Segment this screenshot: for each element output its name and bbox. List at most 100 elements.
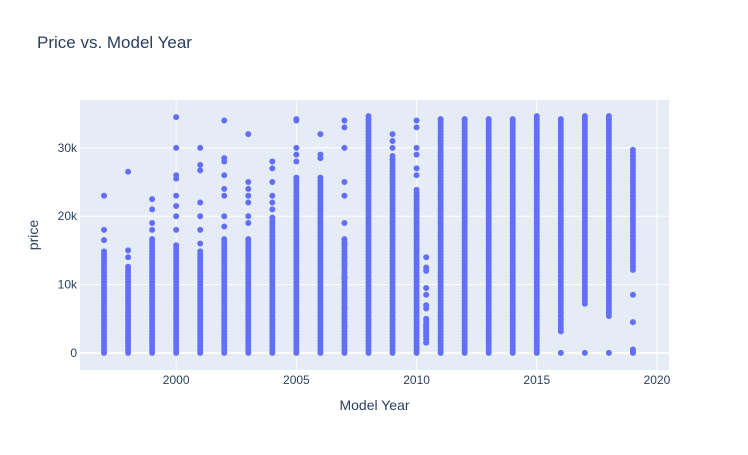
scatter-point: [437, 116, 444, 123]
scatter-point: [245, 192, 252, 199]
scatter-point: [413, 117, 420, 124]
x-axis-title: Model Year: [339, 397, 409, 413]
scatter-point: [341, 117, 348, 124]
scatter-point: [125, 254, 132, 261]
scatter-point: [221, 158, 228, 165]
scatter-point: [149, 226, 156, 233]
scatter-point: [269, 179, 276, 186]
x-tick-label: 2020: [644, 373, 671, 387]
scatter-point: [423, 284, 430, 291]
scatter-point: [173, 213, 180, 220]
scatter-point: [197, 248, 204, 255]
scatter-point: [341, 144, 348, 151]
scatter-point: [629, 348, 636, 355]
scatter-point: [245, 199, 252, 206]
scatter-point: [101, 237, 108, 244]
scatter-point: [557, 116, 564, 123]
y-tick-label: 30k: [58, 141, 78, 155]
scatter-point: [341, 288, 348, 295]
scatter-point: [341, 192, 348, 199]
scatter-point: [341, 220, 348, 227]
scatter-point: [221, 117, 228, 124]
scatter-point: [389, 138, 396, 145]
scatter-point: [533, 113, 540, 120]
y-tick-label: 10k: [58, 278, 78, 292]
scatter-point: [605, 113, 612, 120]
scatter-point: [221, 192, 228, 199]
scatter-point: [341, 322, 348, 329]
scatter-point: [341, 305, 348, 312]
scatter-point: [413, 165, 420, 172]
scatter-point: [293, 174, 300, 181]
scatter-point: [173, 242, 180, 249]
x-tick-label: 2000: [163, 373, 190, 387]
scatter-point: [629, 146, 636, 153]
scatter-point: [423, 305, 430, 312]
scatter-point: [605, 349, 612, 356]
scatter-point: [413, 172, 420, 179]
scatter-point: [461, 116, 468, 123]
chart-title: Price vs. Model Year: [37, 33, 192, 52]
scatter-point: [197, 213, 204, 220]
scatter-point: [101, 226, 108, 233]
scatter-point: [293, 117, 300, 124]
scatter-point: [423, 291, 430, 298]
scatter-point: [269, 199, 276, 206]
scatter-point: [341, 124, 348, 131]
scatter-point: [245, 131, 252, 138]
scatter-point: [245, 220, 252, 227]
scatter-point: [341, 240, 348, 247]
scatter-point: [125, 247, 132, 254]
scatter-point: [293, 158, 300, 165]
scatter-point: [197, 167, 204, 174]
scatter-point: [125, 168, 132, 175]
scatter-point: [125, 263, 132, 270]
scatter-point: [341, 236, 348, 243]
y-tick-label: 0: [70, 346, 77, 360]
scatter-point: [173, 175, 180, 182]
scatter-point: [149, 206, 156, 213]
scatter-point: [485, 116, 492, 123]
scatter-point: [413, 124, 420, 131]
scatter-point: [293, 144, 300, 151]
scatter-point: [557, 349, 564, 356]
scatter-point: [317, 131, 324, 138]
scatter-point: [173, 114, 180, 121]
scatter-point: [629, 319, 636, 326]
scatter-point: [389, 153, 396, 160]
scatter-point: [269, 206, 276, 213]
scatter-point: [173, 144, 180, 151]
scatter-point: [149, 220, 156, 227]
plot-area: [80, 100, 669, 370]
scatter-point: [581, 349, 588, 356]
scatter-point: [341, 295, 348, 302]
scatter-point: [365, 113, 372, 120]
scatter-point: [221, 236, 228, 243]
scatter-point: [317, 155, 324, 162]
scatter-point: [341, 179, 348, 186]
scatter-point: [221, 213, 228, 220]
scatter-point: [413, 144, 420, 151]
scatter-point: [629, 291, 636, 298]
scatter-point: [245, 236, 252, 243]
scatter-point: [389, 131, 396, 138]
y-axis-title: price: [25, 220, 41, 251]
scatter-point: [149, 236, 156, 243]
scatter-point: [173, 202, 180, 209]
scatter-point: [197, 240, 204, 247]
scatter-point: [245, 213, 252, 220]
y-tick-label: 20k: [58, 209, 78, 223]
scatter-point: [221, 223, 228, 230]
scatter-point: [293, 151, 300, 158]
scatter-point: [221, 185, 228, 192]
scatter-point: [269, 214, 276, 221]
scatter-point: [389, 144, 396, 151]
scatter-point: [101, 248, 108, 255]
x-tick-label: 2005: [283, 373, 310, 387]
scatter-point: [197, 226, 204, 233]
scatter-point: [197, 161, 204, 168]
scatter-point: [423, 254, 430, 261]
scatter-point: [423, 339, 430, 346]
scatter-point: [341, 274, 348, 281]
